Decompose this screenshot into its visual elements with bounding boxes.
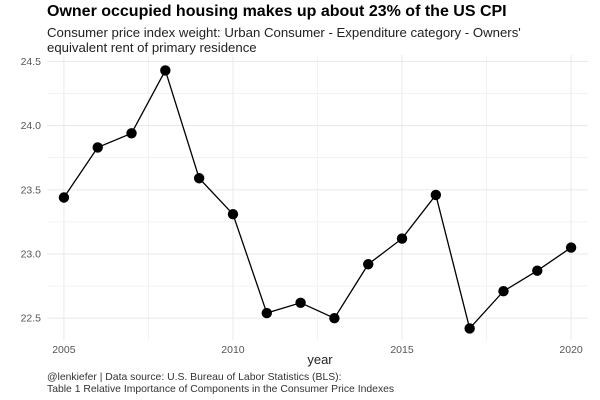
- x-tick-label: 2020: [559, 344, 583, 356]
- data-point: [464, 323, 475, 334]
- data-point: [160, 65, 171, 76]
- data-points: [58, 65, 577, 334]
- y-axis-ticks: 22.5 23.0 23.5 24.0 24.5: [21, 56, 42, 325]
- y-tick-label: 24.0: [21, 120, 42, 132]
- x-tick-label: 2015: [390, 344, 414, 356]
- x-tick-label: 2010: [221, 344, 245, 356]
- data-point: [396, 233, 408, 244]
- x-tick-label: 2005: [52, 344, 76, 356]
- data-point: [498, 286, 509, 297]
- data-point: [261, 307, 272, 319]
- data-point: [363, 259, 374, 270]
- series-line: [63, 68, 572, 330]
- data-point: [430, 189, 442, 201]
- y-tick-label: 24.5: [21, 56, 42, 68]
- series-polyline: [63, 68, 572, 330]
- data-point: [532, 265, 543, 276]
- data-point: [126, 128, 137, 139]
- data-point: [193, 173, 205, 184]
- x-axis-ticks: 2005 2010 2015 2020: [52, 344, 583, 356]
- gridlines: [47, 55, 588, 340]
- data-point: [565, 242, 577, 253]
- chart-subtitle: Consumer price index weight: Urban Consu…: [47, 25, 521, 55]
- data-point: [329, 312, 340, 324]
- data-point: [92, 142, 103, 153]
- chart-caption: @lenkiefer | Data source: U.S. Bureau of…: [47, 372, 395, 395]
- data-point: [58, 192, 70, 203]
- x-axis-title: year: [307, 352, 333, 367]
- y-tick-label: 23.0: [21, 248, 42, 260]
- y-tick-label: 22.5: [21, 313, 42, 325]
- data-point: [227, 208, 239, 220]
- y-tick-label: 23.5: [21, 184, 42, 196]
- chart-title: Owner occupied housing makes up about 23…: [47, 3, 507, 20]
- data-point: [295, 297, 306, 308]
